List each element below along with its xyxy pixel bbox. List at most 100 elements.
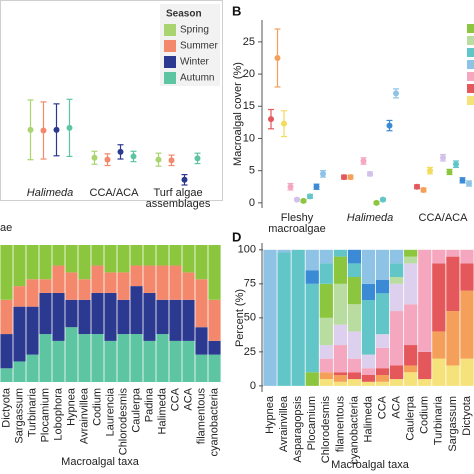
bar-segment bbox=[143, 292, 156, 341]
x-tick-label: assemblages bbox=[146, 198, 211, 210]
bar-segment bbox=[117, 245, 130, 273]
bar-segment bbox=[39, 279, 52, 293]
bar-segment bbox=[305, 372, 319, 386]
x-tick-label: Chlorodesmis bbox=[117, 388, 129, 456]
bar-segment bbox=[65, 327, 78, 382]
bar-segment bbox=[333, 381, 347, 386]
bar-segment bbox=[361, 283, 376, 301]
bar-segment bbox=[182, 272, 195, 300]
bar-segment bbox=[65, 272, 78, 300]
x-tick-label: Asparagopsis bbox=[292, 396, 304, 463]
bar-segment bbox=[432, 249, 446, 264]
x-tick-label: macroalgae bbox=[268, 223, 325, 235]
bar-segment bbox=[195, 245, 208, 280]
bar-segment bbox=[404, 249, 418, 257]
bar-segment bbox=[404, 345, 418, 366]
bar-segment bbox=[117, 334, 130, 382]
bar-segment bbox=[404, 263, 418, 305]
bar-segment bbox=[305, 270, 319, 284]
point bbox=[466, 180, 472, 187]
bar-segment bbox=[117, 299, 130, 335]
bar-segment bbox=[182, 245, 195, 273]
bar-segment bbox=[460, 358, 474, 386]
point bbox=[194, 155, 201, 162]
x-tick-label: Plocamium bbox=[306, 396, 318, 450]
bar-segment bbox=[375, 374, 390, 382]
point bbox=[367, 170, 373, 177]
bar-segment bbox=[26, 245, 39, 280]
y-tick-label: 25 bbox=[243, 36, 255, 48]
bar-segment bbox=[375, 368, 390, 375]
point bbox=[40, 127, 47, 134]
legend-label: Autumn bbox=[180, 73, 214, 84]
bar-segment bbox=[104, 340, 117, 382]
bar-segment bbox=[460, 290, 474, 359]
bar-segment bbox=[361, 300, 376, 355]
bar-segment bbox=[347, 249, 362, 264]
point bbox=[281, 120, 287, 127]
bar-segment bbox=[104, 292, 117, 341]
bar-segment bbox=[361, 354, 376, 369]
legend-swatch bbox=[164, 40, 176, 52]
bar-segment bbox=[390, 263, 404, 278]
y-tick-label: 50 bbox=[244, 312, 256, 324]
point bbox=[313, 183, 320, 190]
point bbox=[168, 157, 175, 164]
bar-segment bbox=[418, 379, 432, 386]
x-tick-label: Padina bbox=[143, 387, 155, 422]
legend-swatch bbox=[164, 72, 176, 84]
y-tick-label: 15 bbox=[243, 100, 255, 112]
bar-segment bbox=[52, 265, 65, 293]
bar-segment bbox=[143, 245, 156, 266]
bar-segment bbox=[390, 277, 404, 284]
x-tick-label: Dictyota bbox=[0, 387, 12, 428]
bar-segment bbox=[156, 299, 169, 335]
point bbox=[53, 126, 60, 133]
y-tick-label: 100 bbox=[238, 244, 256, 256]
bar-segment bbox=[390, 249, 404, 264]
x-tick-label: Plocamium bbox=[39, 388, 51, 442]
bar-segment bbox=[319, 358, 333, 373]
bar-segment bbox=[143, 265, 156, 293]
bar-segment bbox=[333, 374, 347, 382]
bar-segment bbox=[263, 249, 277, 386]
x-tick-label: Halimeda bbox=[156, 387, 168, 434]
point bbox=[446, 168, 453, 175]
bar-segment bbox=[169, 265, 182, 300]
point bbox=[66, 124, 73, 131]
legend-swatch bbox=[467, 72, 474, 81]
point bbox=[380, 196, 386, 203]
point bbox=[268, 116, 274, 123]
bar-segment bbox=[78, 334, 91, 382]
bar-segment bbox=[432, 331, 446, 359]
bar-segment bbox=[39, 334, 52, 382]
bar-segment bbox=[361, 249, 376, 284]
bar-segment bbox=[0, 334, 13, 369]
point bbox=[104, 156, 111, 163]
bar-segment bbox=[446, 311, 460, 366]
x-tick-label: Sargassum bbox=[447, 396, 459, 452]
bar-segment bbox=[130, 334, 143, 382]
point bbox=[414, 183, 420, 190]
x-tick-label: Codium bbox=[91, 388, 103, 426]
bar-segment bbox=[446, 256, 460, 312]
bar-segment bbox=[347, 358, 362, 373]
bar-segment bbox=[156, 265, 169, 300]
bar-segment bbox=[130, 245, 143, 266]
bar-segment bbox=[347, 277, 362, 305]
bar-segment bbox=[0, 368, 13, 382]
x-tick-label: CCA bbox=[169, 387, 181, 411]
x-tick-label: Laurencia bbox=[104, 387, 116, 436]
bar-segment bbox=[361, 374, 376, 382]
point bbox=[320, 170, 326, 177]
point bbox=[274, 54, 281, 61]
bar-segment bbox=[39, 245, 52, 280]
legend-title: Season bbox=[166, 9, 202, 20]
x-tick-label: CCA bbox=[376, 395, 388, 419]
x-tick-label: Avrainvillea bbox=[278, 395, 290, 452]
bar-segment bbox=[169, 245, 182, 266]
bar-segment bbox=[319, 345, 333, 359]
legend-swatch bbox=[467, 24, 474, 33]
bar-segment bbox=[26, 354, 39, 382]
bar-segment bbox=[404, 256, 418, 264]
